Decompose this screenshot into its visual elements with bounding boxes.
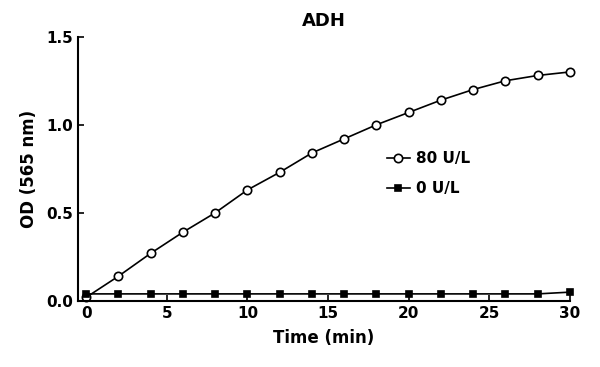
Line: 80 U/L: 80 U/L [82,68,574,302]
0 U/L [244,292,251,296]
0 U/L [534,292,541,296]
0 U/L [470,292,477,296]
80 U/L [82,295,89,299]
80 U/L [276,170,283,175]
80 U/L [179,230,187,235]
0 U/L [341,292,348,296]
80 U/L [308,151,316,155]
80 U/L [470,87,477,92]
0 U/L [147,292,154,296]
80 U/L [566,70,574,74]
0 U/L [437,292,445,296]
80 U/L [373,123,380,127]
Line: 0 U/L: 0 U/L [83,289,574,297]
0 U/L [502,292,509,296]
80 U/L [502,79,509,83]
Y-axis label: OD (565 nm): OD (565 nm) [20,110,38,228]
80 U/L [147,251,154,255]
0 U/L [308,292,316,296]
0 U/L [115,292,122,296]
0 U/L [82,292,89,296]
Title: ADH: ADH [302,12,346,30]
0 U/L [276,292,283,296]
0 U/L [373,292,380,296]
80 U/L [244,188,251,192]
80 U/L [534,73,541,78]
X-axis label: Time (min): Time (min) [274,329,374,347]
80 U/L [341,137,348,141]
Legend: 80 U/L, 0 U/L: 80 U/L, 0 U/L [381,145,476,202]
0 U/L [179,292,187,296]
0 U/L [405,292,412,296]
0 U/L [212,292,219,296]
0 U/L [566,290,574,294]
80 U/L [115,274,122,279]
80 U/L [437,98,445,102]
80 U/L [405,110,412,115]
80 U/L [212,211,219,215]
